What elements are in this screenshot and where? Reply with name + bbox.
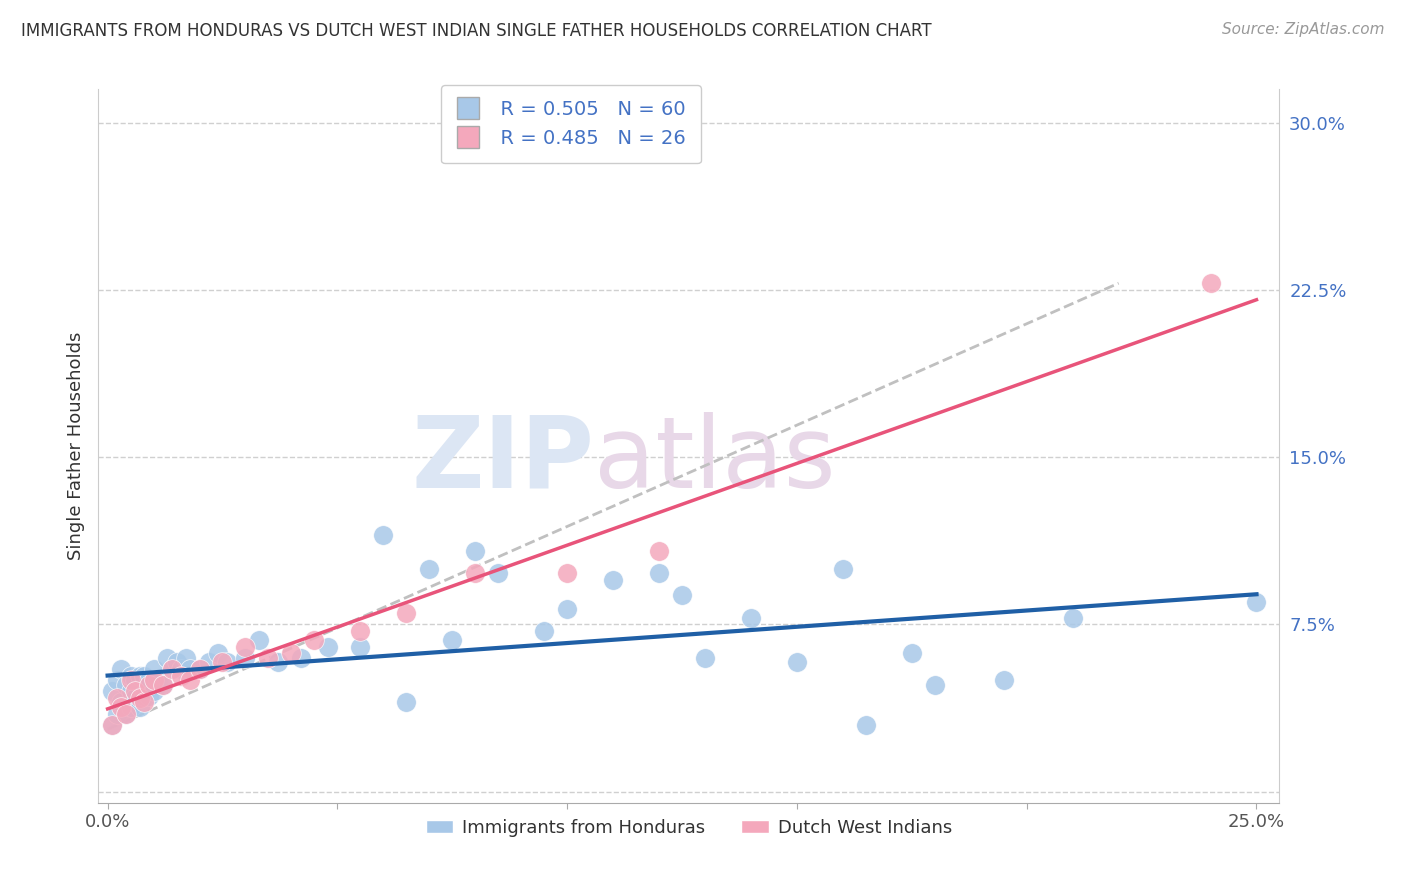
Point — [120, 699, 142, 714]
Point — [160, 662, 183, 676]
Point — [555, 566, 578, 580]
Point — [142, 684, 165, 698]
Point — [188, 662, 211, 676]
Point — [124, 673, 146, 687]
Point — [115, 706, 138, 721]
Point — [156, 651, 179, 665]
Point — [105, 673, 128, 687]
Point — [128, 690, 150, 705]
Point — [101, 717, 124, 731]
Point — [316, 640, 339, 654]
Point — [115, 678, 138, 692]
Point — [134, 689, 156, 703]
Point — [142, 673, 165, 687]
Point — [124, 684, 146, 698]
Point — [304, 633, 326, 648]
Point — [101, 717, 124, 731]
Point — [418, 562, 440, 576]
Point — [855, 717, 877, 731]
Point — [105, 706, 128, 721]
Point — [110, 662, 132, 676]
Point — [993, 673, 1015, 687]
Legend: Immigrants from Honduras, Dutch West Indians: Immigrants from Honduras, Dutch West Ind… — [419, 812, 959, 844]
Point — [211, 655, 233, 669]
Point — [110, 699, 132, 714]
Point — [464, 543, 486, 558]
Point — [648, 543, 671, 558]
Text: ZIP: ZIP — [412, 412, 595, 508]
Point — [207, 646, 229, 660]
Point — [138, 673, 160, 687]
Point — [786, 655, 808, 669]
Point — [924, 678, 946, 692]
Y-axis label: Single Father Households: Single Father Households — [66, 332, 84, 560]
Point — [280, 646, 302, 660]
Point — [740, 610, 762, 624]
Point — [160, 662, 183, 676]
Point — [101, 684, 124, 698]
Point — [1062, 610, 1084, 624]
Point — [235, 640, 257, 654]
Point — [290, 651, 312, 665]
Point — [901, 646, 924, 660]
Point — [1199, 276, 1222, 290]
Point — [142, 662, 165, 676]
Point — [124, 690, 146, 705]
Point — [134, 696, 156, 710]
Point — [1246, 595, 1268, 609]
Point — [138, 678, 160, 692]
Point — [533, 624, 555, 639]
Point — [170, 662, 193, 676]
Point — [235, 651, 257, 665]
Point — [395, 696, 418, 710]
Point — [217, 655, 239, 669]
Point — [257, 651, 280, 665]
Point — [105, 690, 128, 705]
Point — [152, 678, 174, 692]
Point — [120, 684, 142, 698]
Point — [373, 528, 395, 542]
Point — [464, 566, 486, 580]
Point — [602, 573, 624, 587]
Point — [831, 562, 853, 576]
Point — [349, 640, 371, 654]
Text: atlas: atlas — [595, 412, 837, 508]
Point — [120, 673, 142, 687]
Point — [349, 624, 371, 639]
Point — [247, 633, 270, 648]
Point — [128, 699, 150, 714]
Point — [174, 651, 197, 665]
Point — [120, 669, 142, 683]
Point — [110, 696, 132, 710]
Point — [555, 601, 578, 615]
Point — [138, 689, 160, 703]
Point — [179, 662, 201, 676]
Point — [128, 669, 150, 683]
Point — [693, 651, 716, 665]
Point — [170, 669, 193, 683]
Point — [395, 607, 418, 621]
Point — [134, 669, 156, 683]
Point — [266, 655, 288, 669]
Point — [188, 662, 211, 676]
Point — [115, 706, 138, 721]
Text: Source: ZipAtlas.com: Source: ZipAtlas.com — [1222, 22, 1385, 37]
Point — [179, 673, 201, 687]
Point — [486, 566, 509, 580]
Point — [152, 678, 174, 692]
Point — [197, 655, 219, 669]
Point — [648, 566, 671, 580]
Point — [671, 589, 693, 603]
Point — [441, 633, 464, 648]
Point — [146, 673, 169, 687]
Point — [166, 655, 188, 669]
Text: IMMIGRANTS FROM HONDURAS VS DUTCH WEST INDIAN SINGLE FATHER HOUSEHOLDS CORRELATI: IMMIGRANTS FROM HONDURAS VS DUTCH WEST I… — [21, 22, 932, 40]
